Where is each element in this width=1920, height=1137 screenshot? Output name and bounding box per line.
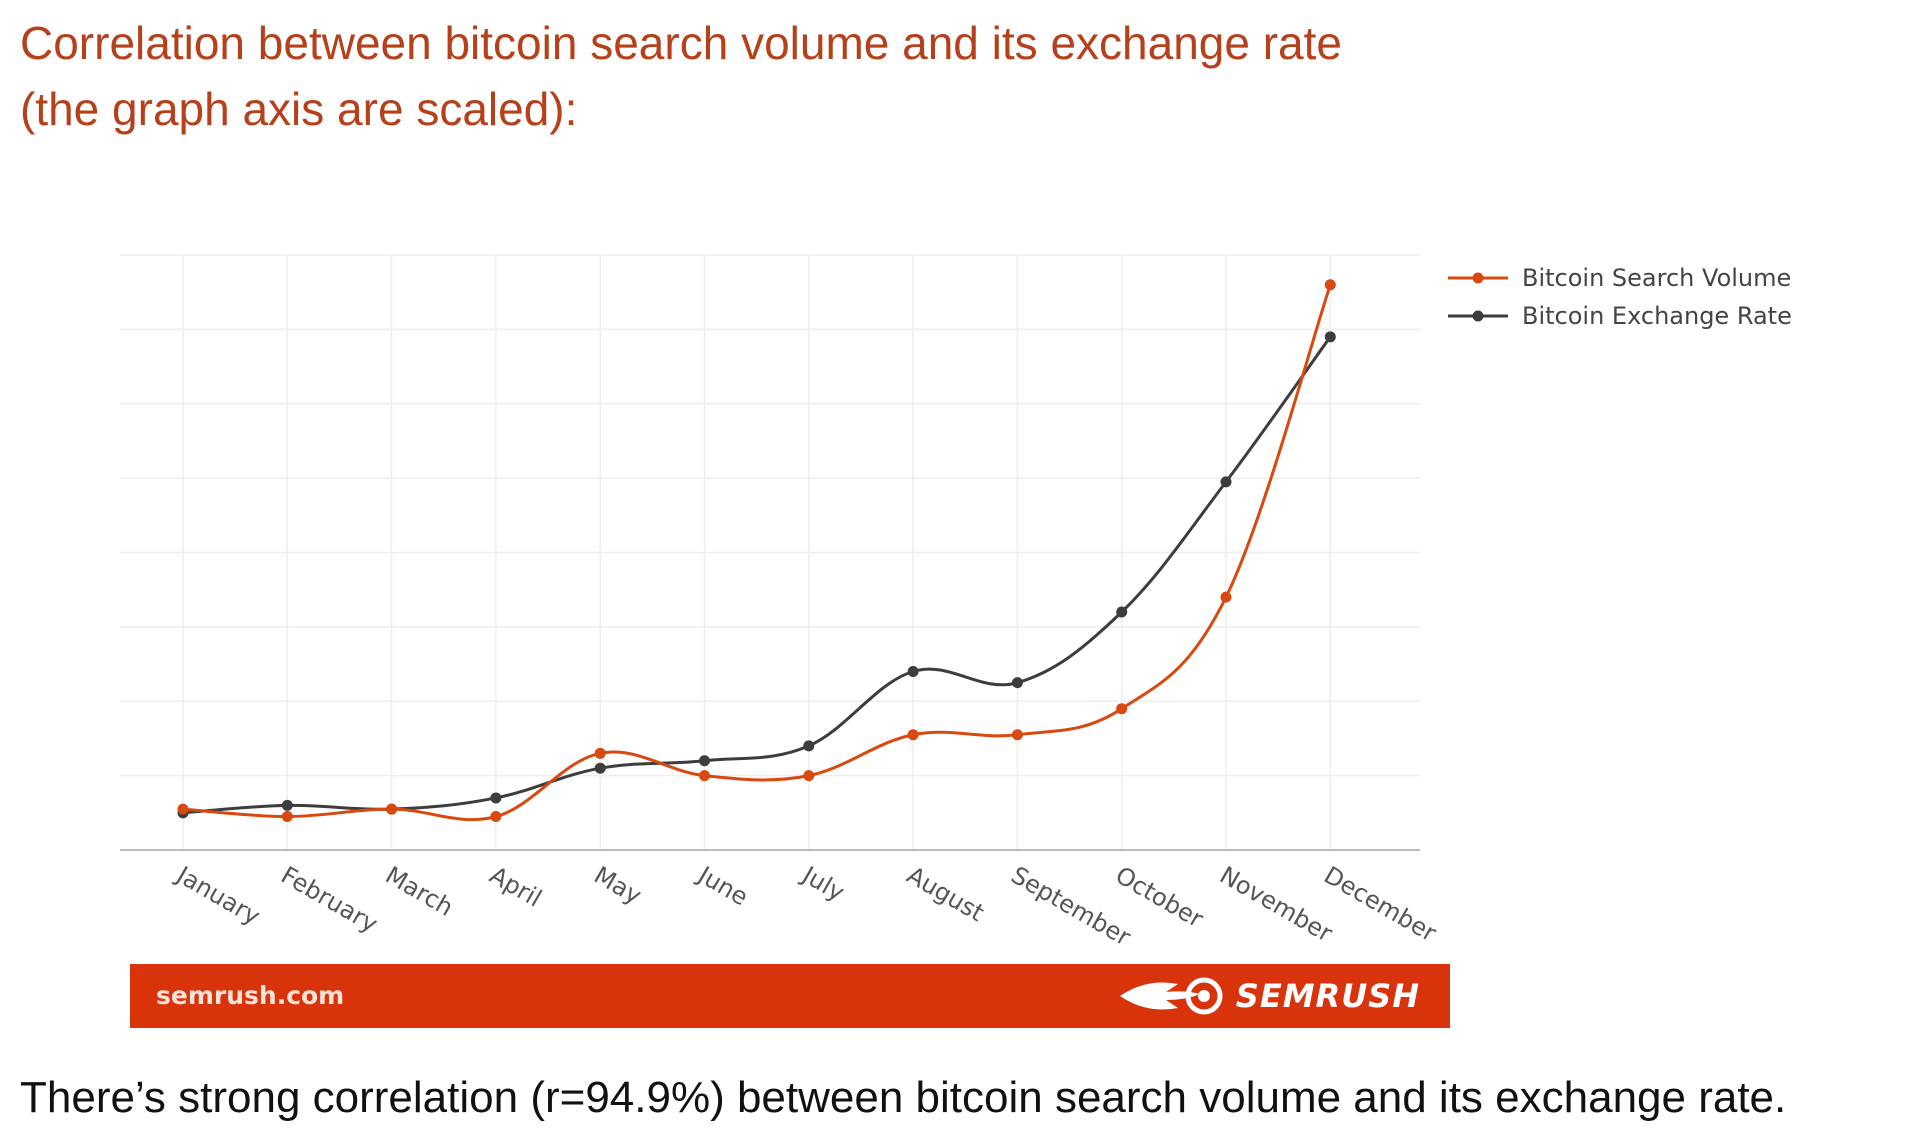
- data-point: [803, 740, 815, 752]
- semrush-banner: semrush.com SEMRUSH: [130, 964, 1450, 1028]
- data-point: [1011, 729, 1023, 741]
- x-tick-label: May: [589, 861, 646, 910]
- data-point: [699, 770, 710, 782]
- heading-line-1: Correlation between bitcoin search volum…: [20, 17, 1342, 69]
- data-point: [1220, 476, 1232, 488]
- series-line: [182, 335, 1332, 815]
- chart-grid: [120, 254, 1420, 850]
- data-point: [907, 666, 919, 677]
- heading-line-2: (the graph axis are scaled):: [20, 83, 578, 135]
- data-point: [1116, 703, 1128, 715]
- legend-marker: [1472, 310, 1484, 322]
- data-point: [1116, 606, 1128, 618]
- data-point: [803, 770, 815, 782]
- data-point: [1220, 591, 1232, 603]
- semrush-logo: SEMRUSH: [1116, 972, 1420, 1020]
- data-point: [281, 799, 293, 811]
- x-tick-label: March: [381, 861, 458, 922]
- x-tick-label: August: [902, 861, 989, 927]
- data-point: [490, 811, 502, 823]
- banner-site-link[interactable]: semrush.com: [156, 981, 345, 1010]
- series-points: [177, 279, 1336, 823]
- chart-heading: Correlation between bitcoin search volum…: [20, 10, 1342, 142]
- legend-marker: [1472, 272, 1484, 284]
- banner-brand: SEMRUSH: [1235, 977, 1420, 1015]
- x-tick-label: January: [170, 860, 265, 931]
- semrush-fireball-icon: [1119, 977, 1223, 1015]
- x-tick-label: December: [1319, 861, 1441, 948]
- data-point: [1011, 677, 1023, 689]
- legend-label: Bitcoin Search Volume: [1522, 264, 1791, 292]
- data-point: [1324, 279, 1336, 291]
- x-tick-label: November: [1215, 861, 1337, 948]
- data-point: [1324, 331, 1336, 343]
- conclusion-text: There’s strong correlation (r=94.9%) bet…: [20, 1073, 1787, 1122]
- legend-label: Bitcoin Exchange Rate: [1522, 302, 1792, 330]
- x-tick-label: April: [485, 861, 547, 913]
- data-point: [177, 803, 189, 815]
- data-point: [386, 803, 398, 815]
- x-tick-label: June: [692, 860, 753, 911]
- data-point: [281, 811, 293, 823]
- data-point: [490, 792, 502, 804]
- data-point: [594, 747, 606, 759]
- data-point: [594, 762, 606, 774]
- x-tick-label: February: [276, 861, 382, 938]
- x-tick-label: July: [796, 860, 849, 907]
- chart-legend: Bitcoin Search Volume Bitcoin Exchange Ra…: [1448, 264, 1792, 330]
- data-point: [699, 755, 710, 767]
- data-point: [907, 729, 919, 741]
